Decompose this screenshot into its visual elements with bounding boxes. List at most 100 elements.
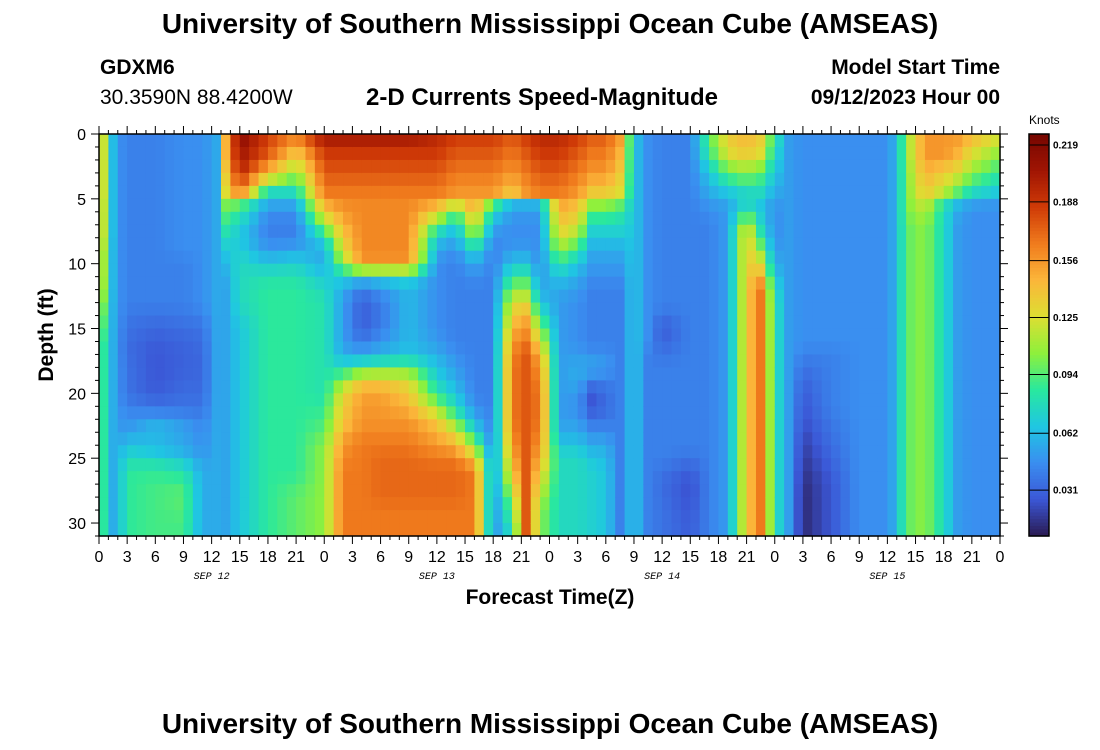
heatmap-cell: [136, 354, 147, 369]
heatmap-cell: [737, 276, 748, 291]
heatmap-cell: [793, 250, 804, 265]
heatmap-cell: [230, 185, 241, 200]
heatmap-cell: [371, 250, 382, 265]
heatmap-cell: [343, 134, 354, 148]
heatmap-cell: [145, 510, 156, 524]
heatmap-cell: [662, 211, 673, 226]
heatmap-cell: [887, 497, 898, 511]
heatmap-cell: [737, 523, 748, 537]
heatmap-cell: [277, 263, 288, 278]
heatmap-cell: [962, 172, 973, 187]
heatmap-cell: [164, 341, 175, 356]
heatmap-cell: [540, 276, 551, 291]
heatmap-cell: [277, 419, 288, 433]
heatmap-cell: [981, 237, 992, 252]
colorbar-segment: [1029, 314, 1049, 319]
heatmap-cell: [465, 523, 476, 537]
heatmap-cell: [530, 159, 541, 174]
heatmap-cell: [558, 250, 569, 265]
heatmap-cell: [802, 510, 813, 524]
heatmap-cell: [615, 198, 626, 213]
heatmap-cell: [202, 380, 213, 394]
heatmap-cell: [690, 289, 701, 304]
x-tick-label: 15: [456, 549, 474, 566]
heatmap-cell: [127, 198, 138, 213]
heatmap-cell: [802, 445, 813, 459]
heatmap-cell: [408, 237, 419, 252]
heatmap-cell: [746, 159, 757, 174]
heatmap-cell: [249, 198, 260, 213]
heatmap-cell: [418, 393, 429, 407]
heatmap-cell: [793, 471, 804, 485]
heatmap-cell: [221, 393, 231, 407]
heatmap-cell: [849, 263, 860, 278]
heatmap-cell: [755, 134, 766, 148]
heatmap-cell: [352, 484, 363, 498]
heatmap-cell: [615, 367, 626, 381]
heatmap-cell: [680, 510, 691, 524]
heatmap-cell: [746, 302, 757, 317]
heatmap-cell: [164, 380, 175, 394]
x-tick-label: 6: [601, 549, 610, 566]
heatmap-cell: [953, 146, 964, 161]
colorbar-segment: [1029, 278, 1049, 282]
heatmap-cell: [511, 276, 522, 291]
heatmap-cell: [155, 341, 166, 356]
x-tick-label: 15: [231, 549, 249, 566]
heatmap-cell: [183, 134, 194, 148]
heatmap-cell: [239, 237, 250, 252]
heatmap-cell: [343, 302, 354, 317]
heatmap-cell: [324, 172, 335, 187]
heatmap-cell: [774, 523, 785, 537]
heatmap-cell: [821, 523, 832, 537]
heatmap-cell: [511, 198, 522, 213]
heatmap-cell: [371, 263, 382, 278]
heatmap-cell: [202, 250, 213, 265]
heatmap-cell: [699, 263, 710, 278]
heatmap-cell: [305, 510, 316, 524]
heatmap-cell: [765, 523, 776, 537]
heatmap-cell: [99, 224, 109, 239]
heatmap-cell: [239, 302, 250, 317]
heatmap-cell: [690, 263, 701, 278]
heatmap-cell: [587, 302, 598, 317]
heatmap-cell: [455, 419, 466, 433]
heatmap-cell: [540, 159, 551, 174]
heatmap-cell: [971, 484, 982, 498]
heatmap-cell: [699, 510, 710, 524]
heatmap-cell: [718, 250, 729, 265]
heatmap-cell: [511, 380, 522, 394]
heatmap-cell: [221, 237, 231, 252]
heatmap-cell: [267, 341, 278, 356]
heatmap-cell: [108, 328, 119, 343]
x-tick-label: 0: [95, 549, 104, 566]
heatmap-cell: [474, 380, 485, 394]
heatmap-cell: [624, 497, 635, 511]
heatmap-cell: [943, 263, 954, 278]
heatmap-cell: [615, 263, 626, 278]
heatmap-cell: [352, 432, 363, 446]
heatmap-cell: [849, 354, 860, 369]
heatmap-cell: [587, 224, 598, 239]
heatmap-cell: [793, 406, 804, 420]
heatmap-cell: [587, 523, 598, 537]
heatmap-cell: [333, 250, 344, 265]
heatmap-cell: [221, 224, 231, 239]
heatmap-cell: [446, 432, 457, 446]
heatmap-cell: [680, 134, 691, 148]
heatmap-cell: [812, 276, 823, 291]
heatmap-cell: [99, 354, 109, 369]
heatmap-cell: [924, 497, 935, 511]
heatmap-cell: [896, 341, 907, 356]
heatmap-cell: [755, 250, 766, 265]
heatmap-cell: [793, 380, 804, 394]
heatmap-cell: [399, 237, 410, 252]
x-tick-label: 18: [484, 549, 502, 566]
heatmap-cell: [662, 523, 673, 537]
heatmap-cell: [652, 367, 663, 381]
heatmap-cell: [136, 419, 147, 433]
heatmap-cell: [446, 497, 457, 511]
heatmap-cell: [802, 341, 813, 356]
heatmap-cell: [887, 211, 898, 226]
